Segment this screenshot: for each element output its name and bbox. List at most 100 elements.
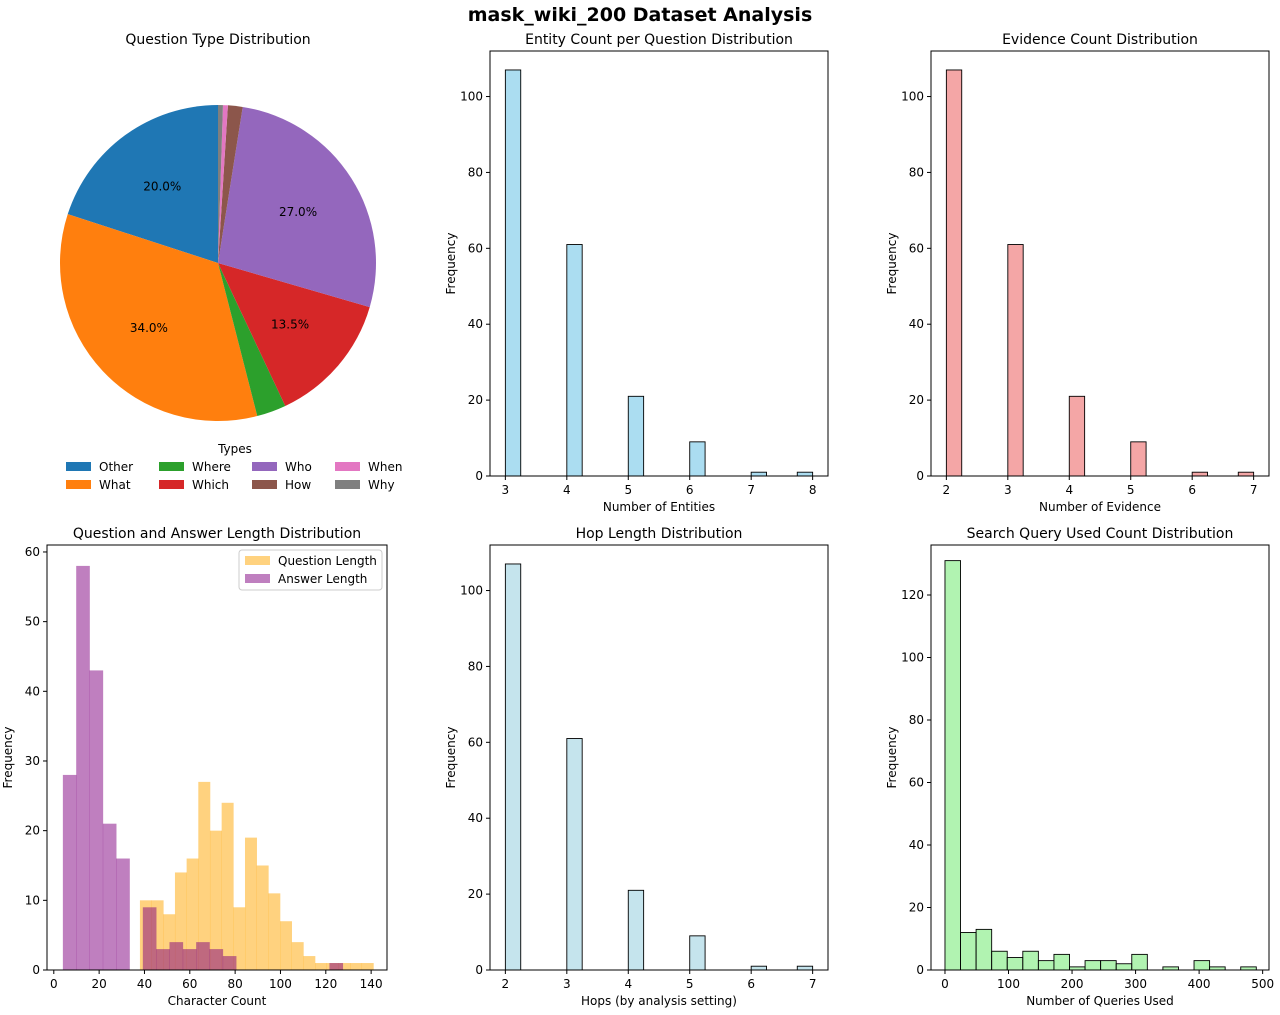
histogram-bar-answer [169, 942, 184, 970]
x-axis-label: Number of Queries Used [1026, 994, 1174, 1008]
histogram-bar [1115, 963, 1133, 971]
x-tick-label: 7 [747, 483, 755, 497]
histogram-bar [1007, 244, 1024, 477]
y-axis-label: Frequency [444, 233, 458, 295]
histogram-bar [1237, 471, 1255, 477]
plot-frame [489, 50, 829, 477]
pie-pct-label: 34.0% [130, 321, 168, 335]
y-tick-label: 60 [25, 545, 40, 559]
histogram-bar [627, 395, 645, 477]
chart-3: Question and Answer Length Distribution 0… [1, 526, 388, 1008]
pie-slice-what [60, 214, 258, 421]
histogram-bar-question [163, 914, 176, 970]
legend-swatch [159, 462, 184, 471]
legend-swatch [245, 574, 270, 583]
legend-swatch [252, 462, 277, 471]
y-tick-label: 60 [468, 735, 483, 749]
histogram-bar-question [186, 858, 199, 970]
y-tick-label: 10 [25, 893, 40, 907]
legend-label: What [99, 478, 131, 492]
histogram-bar-question [291, 942, 304, 970]
y-tick-label: 120 [901, 588, 924, 602]
y-tick-label: 60 [909, 776, 924, 790]
y-tick-label: 0 [32, 963, 40, 977]
y-tick-label: 40 [909, 838, 924, 852]
y-tick-label: 20 [468, 887, 483, 901]
histogram-bar-answer [182, 949, 197, 970]
y-tick-label: 80 [909, 165, 924, 179]
chart-title: Search Query Used Count Distribution [967, 526, 1234, 542]
x-tick-label: 6 [747, 977, 755, 991]
x-tick-label: 8 [809, 483, 817, 497]
legend-label: Which [192, 478, 229, 492]
chart-0: Question Type Distribution 20.0% 34.0% 13.5… [60, 32, 402, 492]
histogram-bar-question [256, 865, 269, 970]
histogram-bar-question [280, 921, 292, 970]
histogram-bar [689, 441, 706, 477]
pie-pct-label: 27.0% [279, 205, 317, 219]
x-tick-label: 6 [686, 483, 694, 497]
y-tick-label: 20 [909, 393, 924, 407]
plot-frame [930, 50, 1270, 477]
x-tick-label: 3 [563, 977, 571, 991]
histogram-bar-answer [116, 858, 130, 970]
figure-title: mask_wiki_200 Dataset Analysis [467, 4, 813, 26]
histogram-bar [1006, 957, 1024, 971]
x-tick-label: 7 [1250, 483, 1258, 497]
pie-slice-when [218, 105, 228, 263]
y-tick-label: 60 [468, 241, 483, 255]
chart-title: Evidence Count Distribution [1002, 32, 1198, 48]
chart-title: Question Type Distribution [125, 32, 310, 48]
y-tick-label: 60 [909, 241, 924, 255]
histogram-bar-question [361, 963, 374, 970]
x-tick-label: 100 [269, 977, 292, 991]
histogram-bar-question [338, 963, 351, 970]
histogram-bar-answer [156, 949, 170, 970]
histogram-bar [960, 932, 977, 971]
plot-frame [930, 544, 1270, 971]
x-tick-label: 60 [182, 977, 197, 991]
y-tick-label: 100 [460, 584, 483, 598]
histogram-bar [627, 889, 645, 971]
x-tick-label: 5 [624, 483, 632, 497]
y-tick-label: 100 [460, 90, 483, 104]
legend-swatch [66, 462, 91, 471]
histogram-bar-answer [209, 949, 224, 970]
histogram-bar-question [303, 956, 316, 970]
histogram-bar [750, 471, 767, 477]
legend-label: Question Length [278, 554, 377, 568]
x-tick-label: 120 [314, 977, 337, 991]
histogram-bar [1022, 950, 1039, 971]
histogram-bar-question [350, 963, 363, 970]
legend-label: Who [285, 460, 312, 474]
x-axis-label: Character Count [168, 994, 267, 1008]
y-axis-label: Frequency [444, 727, 458, 789]
legend-swatch [66, 480, 91, 489]
histogram-bar [1084, 960, 1102, 971]
histogram-bar [991, 950, 1008, 971]
x-tick-label: 0 [50, 977, 58, 991]
histogram-bar [504, 563, 522, 971]
y-tick-label: 20 [25, 824, 40, 838]
y-tick-label: 20 [909, 901, 924, 915]
chart-4: Hop Length Distribution 0 20 40 60 80 100 2 3 4 5 6… [444, 526, 829, 1008]
x-tick-label: 2 [502, 977, 510, 991]
pie-slice-who [218, 106, 376, 308]
y-axis-label: Frequency [885, 233, 899, 295]
histogram-bar [1068, 395, 1086, 477]
y-tick-label: 100 [901, 90, 924, 104]
histogram-bar-answer [222, 956, 237, 970]
histogram-bar [1191, 471, 1208, 477]
chart-1: Entity Count per Question Distribution 0 2… [444, 32, 829, 514]
histogram-bar-answer [329, 963, 344, 970]
y-tick-label: 0 [475, 469, 483, 483]
pie-slice-other [67, 105, 219, 263]
histogram-bar [566, 244, 583, 477]
histogram-bar-answer [142, 907, 157, 970]
histogram-bar [504, 69, 522, 477]
chart-5: Search Query Used Count Distribution 0 20 4… [885, 526, 1274, 1008]
x-tick-label: 100 [997, 977, 1020, 991]
histogram-bar-answer [196, 942, 210, 970]
y-tick-label: 40 [25, 684, 40, 698]
y-tick-label: 20 [468, 393, 483, 407]
